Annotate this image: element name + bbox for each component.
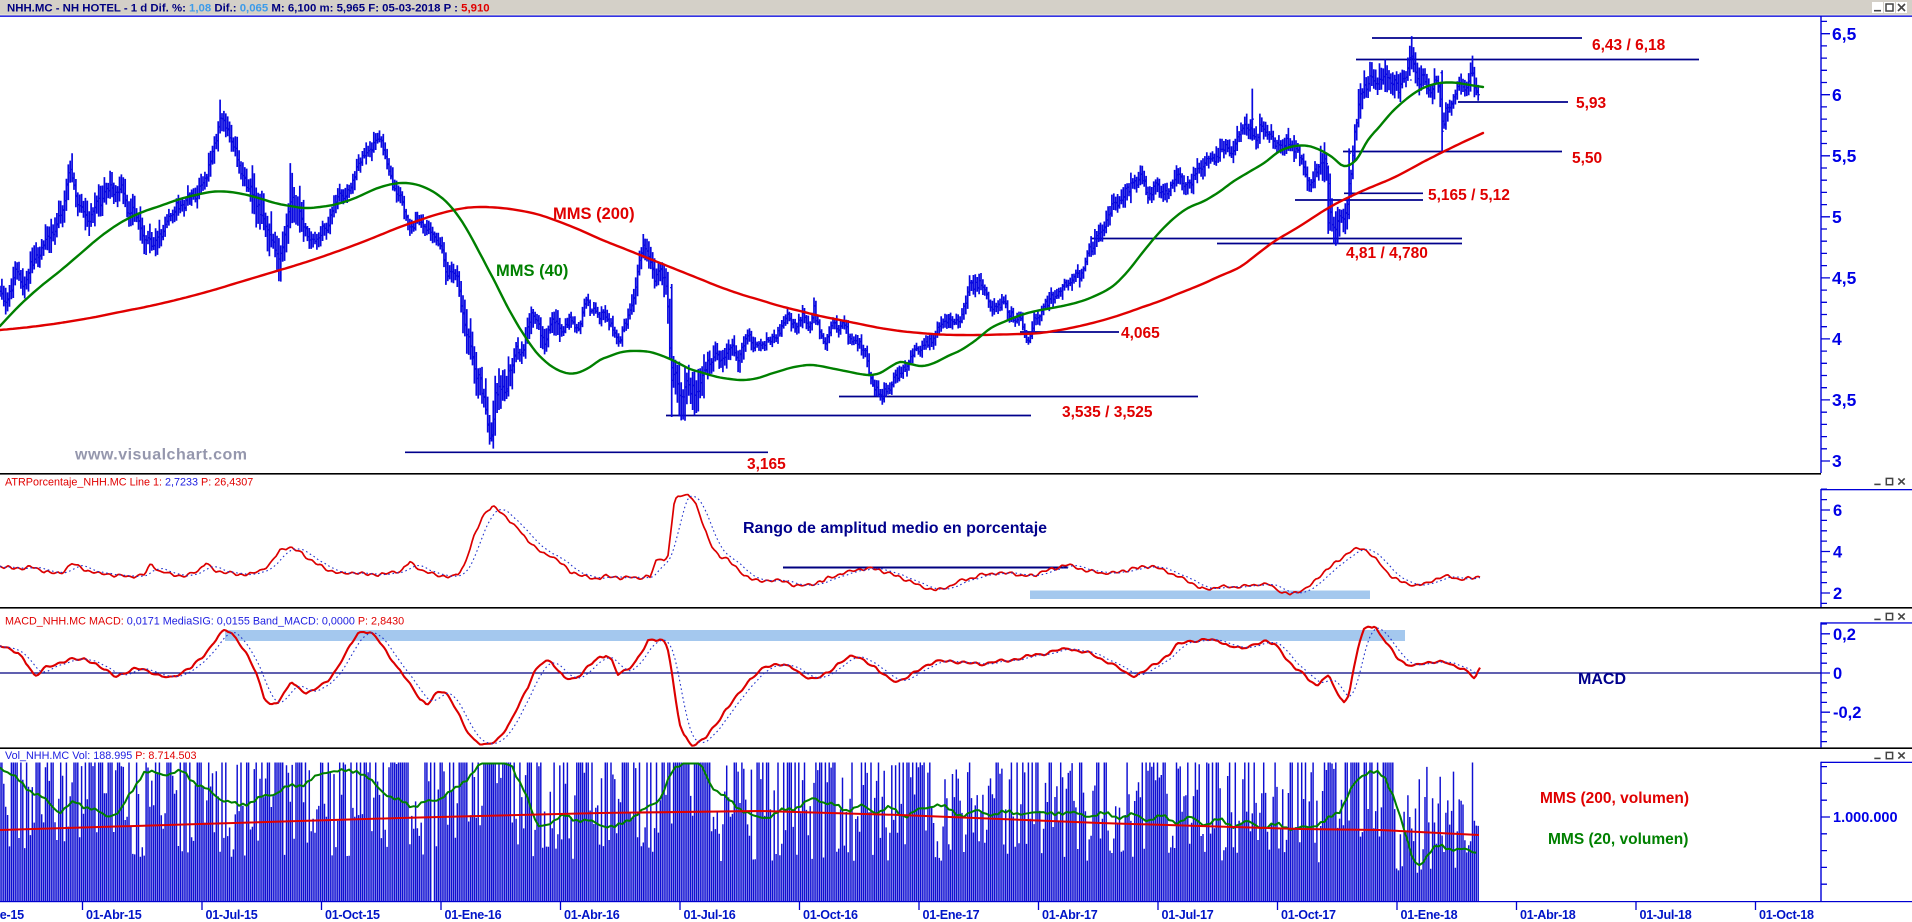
svg-text:Rango de amplitud medio en por: Rango de amplitud medio en porcentaje: [743, 520, 1047, 537]
svg-text:4,81 / 4,780: 4,81 / 4,780: [1346, 245, 1428, 262]
svg-text:MACD: MACD: [1578, 671, 1626, 688]
svg-text:01-Oct-17: 01-Oct-17: [1281, 908, 1336, 922]
svg-text:01-Ene-18: 01-Ene-18: [1401, 908, 1458, 922]
svg-text:5,5: 5,5: [1832, 146, 1857, 166]
svg-text:4,065: 4,065: [1121, 325, 1160, 342]
svg-text:01-Jul-16: 01-Jul-16: [684, 908, 736, 922]
svg-text:01-Oct-15: 01-Oct-15: [325, 908, 380, 922]
svg-text:Vol_NHH.MC Vol: 188.995 P: 8: Vol_NHH.MC Vol: 188.995 P: 8.714.503: [5, 750, 196, 762]
svg-text:4: 4: [1832, 329, 1842, 349]
svg-text:MMS (200, volumen): MMS (200, volumen): [1540, 790, 1689, 807]
svg-text:5,50: 5,50: [1572, 150, 1602, 167]
svg-text:5,165 / 5,12: 5,165 / 5,12: [1428, 187, 1510, 204]
svg-text:01-Abr-18: 01-Abr-18: [1520, 908, 1576, 922]
svg-text:3,5: 3,5: [1832, 390, 1857, 410]
svg-text:6: 6: [1833, 502, 1842, 520]
svg-text:4: 4: [1833, 544, 1843, 562]
svg-text:ATRPorcentaje_NHH.MC Line 1:: ATRPorcentaje_NHH.MC Line 1: 2,7233 P: 2…: [5, 477, 253, 489]
svg-text:01-Jul-18: 01-Jul-18: [1640, 908, 1692, 922]
svg-text:2: 2: [1833, 585, 1842, 603]
svg-text:01-Abr-16: 01-Abr-16: [564, 908, 620, 922]
svg-text:01-Jul-17: 01-Jul-17: [1162, 908, 1214, 922]
svg-text:-0,2: -0,2: [1833, 704, 1861, 722]
svg-text:01-Abr-17: 01-Abr-17: [1042, 908, 1098, 922]
svg-text:MMS (40): MMS (40): [496, 262, 568, 280]
svg-text:4,5: 4,5: [1832, 268, 1857, 288]
svg-text:0: 0: [1833, 665, 1842, 683]
svg-text:01-Ene-16: 01-Ene-16: [445, 908, 502, 922]
svg-text:MMS (200): MMS (200): [553, 205, 635, 223]
svg-text:5,93: 5,93: [1576, 95, 1607, 112]
svg-text:01-Abr-15: 01-Abr-15: [86, 908, 142, 922]
svg-text:5: 5: [1832, 207, 1842, 227]
svg-text:1.000.000: 1.000.000: [1833, 810, 1898, 826]
svg-text:6,43 / 6,18: 6,43 / 6,18: [1592, 37, 1666, 54]
svg-text:6: 6: [1832, 85, 1842, 105]
svg-text:0,2: 0,2: [1833, 626, 1856, 644]
svg-text:NHH.MC - NH HOTEL - 1 d Dif.: NHH.MC - NH HOTEL - 1 d Dif. %: 1,08 Dif…: [7, 2, 490, 14]
svg-text:3,165: 3,165: [747, 456, 786, 473]
svg-text:01-Ene-15: 01-Ene-15: [0, 908, 24, 922]
svg-text:01-Ene-17: 01-Ene-17: [923, 908, 980, 922]
svg-text:www.visualchart.com: www.visualchart.com: [74, 447, 248, 464]
svg-text:MACD_NHH.MC MACD: 0,0171 Med: MACD_NHH.MC MACD: 0,0171 MediaSIG: 0,015…: [5, 616, 404, 628]
svg-text:6,5: 6,5: [1832, 24, 1857, 44]
svg-text:01-Jul-15: 01-Jul-15: [206, 908, 258, 922]
svg-text:3: 3: [1832, 451, 1842, 471]
svg-text:01-Oct-16: 01-Oct-16: [803, 908, 858, 922]
svg-text:01-Oct-18: 01-Oct-18: [1759, 908, 1814, 922]
svg-text:3,535 / 3,525: 3,535 / 3,525: [1062, 404, 1153, 421]
svg-text:MMS (20, volumen): MMS (20, volumen): [1548, 831, 1688, 848]
